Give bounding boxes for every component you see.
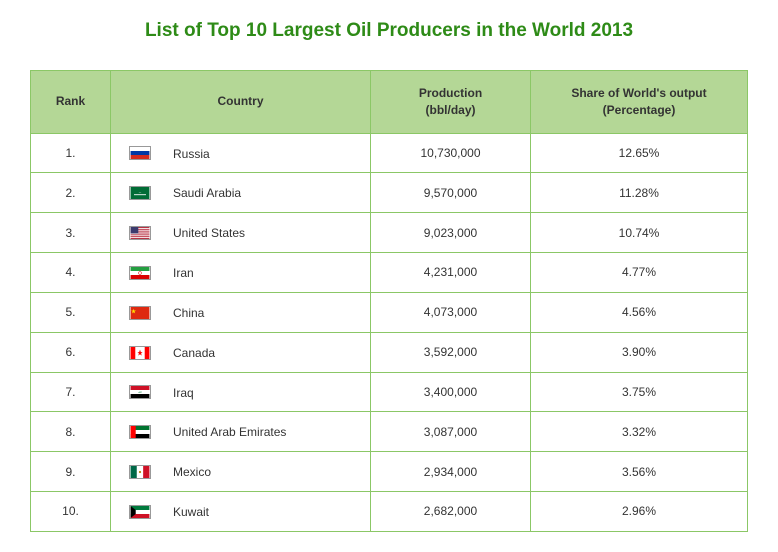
cell-rank: 7. [31,372,111,412]
cell-production: 3,087,000 [371,412,531,452]
table-row: 4. Iran 4,231,0004.77% [31,253,748,293]
flag-icon [129,306,151,320]
table-row: 5. China 4,073,0004.56% [31,292,748,332]
svg-text:ـــ: ـــ [138,191,142,194]
cell-rank: 8. [31,412,111,452]
cell-country: Canada [111,332,371,372]
flag-icon [129,425,151,439]
flag-icon: ـــ [129,186,151,200]
flag-icon: الله [129,385,151,399]
country-name: Saudi Arabia [173,186,241,200]
cell-share: 3.90% [531,332,748,372]
cell-rank: 9. [31,452,111,492]
country-name: Kuwait [173,505,209,519]
table-row: 3. United States 9,023,00010.74% [31,213,748,253]
table-row: 8. United Arab Emirates 3,087,0003.32% [31,412,748,452]
cell-production: 2,934,000 [371,452,531,492]
producers-table: Rank Country Production (bbl/day) Share … [30,70,748,532]
cell-share: 3.56% [531,452,748,492]
cell-country: Russia [111,133,371,173]
page-title: List of Top 10 Largest Oil Producers in … [30,20,748,42]
cell-production: 4,073,000 [371,292,531,332]
cell-production: 2,682,000 [371,492,531,532]
cell-share: 4.56% [531,292,748,332]
cell-share: 2.96% [531,492,748,532]
cell-share: 10.74% [531,213,748,253]
col-production-l1: Production [419,86,482,100]
cell-share: 3.32% [531,412,748,452]
cell-production: 4,231,000 [371,253,531,293]
cell-production: 9,570,000 [371,173,531,213]
cell-production: 3,400,000 [371,372,531,412]
cell-rank: 10. [31,492,111,532]
table-row: 10. Kuwait 2,682,0002.96% [31,492,748,532]
col-rank: Rank [31,71,111,134]
flag-icon [129,465,151,479]
col-share-l2: (Percentage) [603,103,676,117]
country-name: United Arab Emirates [173,425,286,439]
table-row: 2. ـــ Saudi Arabia 9,570,00011.28% [31,173,748,213]
col-share: Share of World's output (Percentage) [531,71,748,134]
country-name: Iraq [173,385,194,399]
table-row: 9. Mexico 2,934,0003.56% [31,452,748,492]
cell-rank: 1. [31,133,111,173]
cell-country: Mexico [111,452,371,492]
cell-rank: 3. [31,213,111,253]
cell-rank: 4. [31,253,111,293]
col-country: Country [111,71,371,134]
flag-icon [129,505,151,519]
cell-rank: 5. [31,292,111,332]
col-share-l1: Share of World's output [571,86,706,100]
cell-production: 3,592,000 [371,332,531,372]
country-name: China [173,306,204,320]
cell-country: الله Iraq [111,372,371,412]
cell-share: 3.75% [531,372,748,412]
col-production-l2: (bbl/day) [426,103,476,117]
flag-icon [129,266,151,280]
cell-country: Iran [111,253,371,293]
col-production: Production (bbl/day) [371,71,531,134]
country-name: Canada [173,346,215,360]
flag-icon [129,346,151,360]
cell-production: 10,730,000 [371,133,531,173]
cell-share: 11.28% [531,173,748,213]
cell-share: 12.65% [531,133,748,173]
cell-production: 9,023,000 [371,213,531,253]
cell-country: ـــ Saudi Arabia [111,173,371,213]
cell-rank: 2. [31,173,111,213]
cell-country: China [111,292,371,332]
cell-country: Kuwait [111,492,371,532]
svg-text:الله: الله [138,390,142,394]
cell-rank: 6. [31,332,111,372]
cell-share: 4.77% [531,253,748,293]
country-name: Russia [173,146,210,160]
flag-icon [129,226,151,240]
country-name: Iran [173,266,194,280]
flag-icon [129,146,151,160]
table-header-row: Rank Country Production (bbl/day) Share … [31,71,748,134]
cell-country: United Arab Emirates [111,412,371,452]
table-row: 6. Canada 3,592,0003.90% [31,332,748,372]
country-name: United States [173,226,245,240]
table-row: 1. Russia 10,730,00012.65% [31,133,748,173]
country-name: Mexico [173,465,211,479]
table-row: 7. الله Iraq 3,400,0003.75% [31,372,748,412]
cell-country: United States [111,213,371,253]
